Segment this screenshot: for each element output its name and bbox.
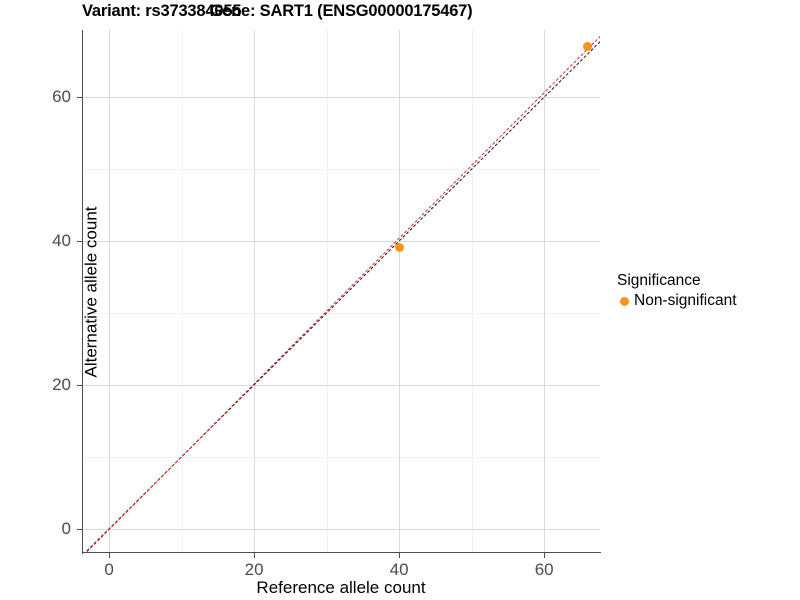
gridline-minor-horizontal — [83, 456, 600, 458]
legend-title: Significance — [617, 272, 701, 289]
gridline-minor-vertical — [326, 30, 328, 553]
x-axis-tick — [254, 553, 256, 558]
x-axis-tick — [399, 553, 401, 558]
y-axis-tick-label: 60 — [52, 86, 71, 106]
gridline-major-horizontal — [83, 96, 600, 98]
legend-item[interactable]: Non-significant — [617, 292, 737, 310]
x-axis-title: Reference allele count — [256, 578, 426, 597]
variant-title: Variant: rs373384055 — [82, 2, 242, 20]
gridline-major-horizontal — [83, 240, 600, 242]
y-axis-tick — [77, 528, 82, 530]
gridline-minor-vertical — [181, 30, 183, 553]
x-axis-tick-label: 40 — [389, 560, 409, 579]
gridline-major-vertical — [399, 30, 401, 553]
data-point[interactable] — [583, 42, 593, 52]
x-axis-tick-label: 0 — [104, 560, 114, 579]
legend: Significance Non-significant — [617, 272, 737, 310]
gridline-major-vertical — [109, 30, 111, 553]
y-axis-tick — [77, 96, 82, 99]
gene-title: Gene: SART1 (ENSG00000175467) — [209, 2, 473, 20]
legend-key-dot-icon — [620, 296, 629, 306]
gridline-minor-vertical — [471, 30, 473, 553]
gridline-major-horizontal — [83, 384, 600, 386]
gridline-major-vertical — [254, 30, 256, 553]
y-axis-tick-label: 20 — [52, 374, 71, 394]
y-axis-tick-label: 40 — [52, 230, 71, 250]
gridline-major-vertical — [544, 30, 546, 553]
plot-panel — [83, 30, 600, 553]
x-axis-tick — [109, 553, 111, 558]
x-axis-tick-label: 60 — [534, 560, 554, 579]
y-axis-title: Alternative allele count — [81, 206, 101, 378]
y-axis-tick — [77, 240, 82, 242]
data-point[interactable] — [394, 243, 404, 253]
gridline-minor-horizontal — [83, 168, 600, 170]
gridline-major-horizontal — [83, 528, 600, 530]
legend-item-label: Non-significant — [634, 292, 737, 309]
y-axis-line — [82, 30, 84, 554]
y-axis-tick — [77, 384, 82, 386]
y-axis-tick-label: 0 — [61, 518, 71, 538]
legend-entries: Non-significant — [617, 292, 737, 310]
gridline-minor-horizontal — [83, 312, 600, 314]
x-axis-line — [82, 552, 601, 554]
reference-line-fit — [83, 35, 600, 553]
x-axis-tick — [544, 553, 546, 558]
x-axis-tick-label: 20 — [244, 560, 264, 579]
